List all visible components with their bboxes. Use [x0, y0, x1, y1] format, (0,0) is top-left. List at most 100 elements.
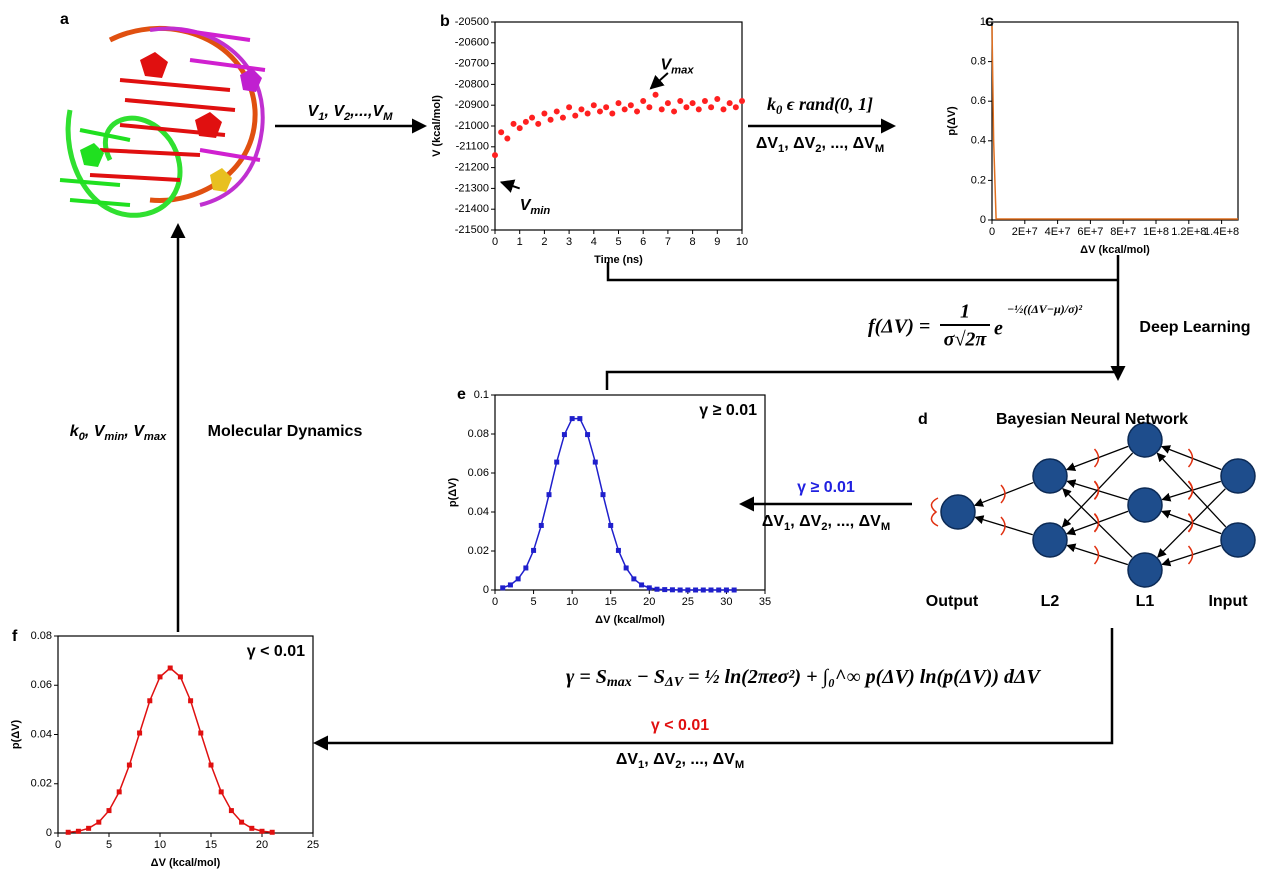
weight-distribution	[1093, 513, 1100, 533]
arrow-label-part: M	[383, 111, 393, 123]
y-tick-label: -21000	[455, 120, 489, 132]
marker	[685, 587, 691, 593]
x-tick-label: 7	[665, 236, 671, 248]
marker	[96, 819, 102, 825]
y-tick-label: 0.02	[468, 545, 489, 557]
x-tick-label: 0	[55, 839, 61, 851]
x-tick-label: 9	[714, 236, 720, 248]
x-tick-label: 1E+8	[1143, 226, 1169, 238]
neuron	[940, 494, 976, 530]
marker	[693, 587, 699, 593]
point	[516, 125, 523, 132]
arrow-label-part: 2	[821, 521, 827, 533]
arrow-label-part: 1	[778, 143, 784, 155]
weight-distribution	[1187, 448, 1194, 468]
marker	[631, 576, 637, 582]
marker	[239, 819, 245, 825]
y-tick-label: 0.02	[31, 778, 52, 790]
base	[210, 168, 232, 192]
point	[720, 106, 727, 113]
edge	[1160, 509, 1222, 535]
base	[240, 68, 262, 92]
y-tick-label: 0.06	[31, 679, 52, 691]
marker	[137, 730, 143, 736]
marker	[500, 585, 506, 591]
marker	[577, 416, 583, 422]
arrow-label-part: 2	[343, 111, 351, 123]
y-axis-label: p(ΔV)	[946, 106, 958, 136]
marker	[600, 492, 606, 498]
edge	[973, 481, 1034, 507]
arrow-label-part: 1	[318, 111, 324, 123]
plot-frame	[494, 394, 766, 591]
edge	[1156, 452, 1227, 528]
point	[522, 118, 529, 125]
point	[634, 108, 641, 115]
edge	[1065, 445, 1129, 471]
marker	[198, 730, 204, 736]
x-tick-label: 25	[682, 596, 694, 608]
x-tick-label: 1.4E+8	[1204, 226, 1239, 238]
marker	[615, 547, 621, 553]
point	[640, 98, 647, 105]
line	[68, 667, 273, 834]
marker	[585, 432, 591, 438]
arrow-label-part: 2	[815, 143, 821, 155]
weight-distribution	[1093, 448, 1100, 468]
arrow-label: ΔV1, ΔV2, ..., ΔVM	[762, 513, 890, 533]
formula-lhs: f(ΔV) =	[868, 316, 930, 338]
x-tick-label: 6	[640, 236, 646, 248]
y-axis-label: V (kcal/mol)	[431, 95, 443, 157]
marker	[147, 698, 153, 704]
formula-part: k	[767, 94, 776, 114]
marker	[731, 587, 737, 593]
formula-part: γ = S	[566, 666, 607, 688]
base	[80, 143, 104, 167]
network-title: Bayesian Neural Network	[996, 411, 1188, 428]
arrow-label-part: 2	[675, 759, 681, 771]
marker	[507, 582, 513, 588]
label: Deep Learning	[1139, 319, 1250, 336]
weight-distribution	[1093, 481, 1100, 500]
point	[701, 98, 708, 105]
formula-part: − S	[632, 666, 665, 688]
formula: k0 ϵ rand(0, 1]	[767, 94, 873, 117]
arrow-label-part: ,...,V	[349, 103, 384, 120]
y-tick-label: -21500	[455, 224, 489, 236]
y-tick-label: 0.8	[971, 56, 986, 68]
arrow-label-part: , ΔV	[784, 135, 815, 152]
x-axis-label: ΔV (kcal/mol)	[1080, 244, 1150, 256]
x-tick-label: 15	[205, 839, 217, 851]
line	[502, 417, 735, 591]
x-tick-label: 20	[643, 596, 655, 608]
formula-part: = ½ ln(2πeσ²) + ∫₀^∞ p(ΔV) ln(p(ΔV)) dΔV	[683, 666, 1041, 689]
arrow-label: γ < 0.01	[651, 717, 709, 734]
point	[492, 152, 498, 159]
x-axis-label: Time (ns)	[594, 254, 643, 266]
marker	[608, 522, 614, 528]
plot-frame	[57, 635, 314, 834]
weight-distribution	[1187, 480, 1194, 500]
formula-numerator: 1	[960, 301, 970, 323]
annotation-part: max	[671, 65, 694, 77]
point	[627, 102, 634, 109]
marker	[546, 492, 552, 498]
plot-frame	[494, 21, 743, 231]
annotation-arrow	[499, 179, 521, 193]
marker	[592, 459, 598, 465]
arrow-label-part: ΔV	[762, 513, 785, 530]
annotation-arrow	[649, 72, 669, 90]
arrow-label-part: , ΔV	[644, 751, 675, 768]
marker	[677, 587, 683, 593]
arrow-label-part: , V	[123, 423, 145, 440]
line	[991, 25, 1238, 220]
y-tick-label: -20900	[455, 99, 489, 111]
marker	[157, 674, 163, 680]
base-pairs	[179, 28, 266, 162]
point	[510, 120, 517, 127]
neuron	[1127, 487, 1163, 523]
connector	[606, 262, 1118, 282]
marker	[716, 587, 722, 593]
x-axis-label: ΔV (kcal/mol)	[595, 614, 665, 626]
marker	[623, 565, 629, 571]
